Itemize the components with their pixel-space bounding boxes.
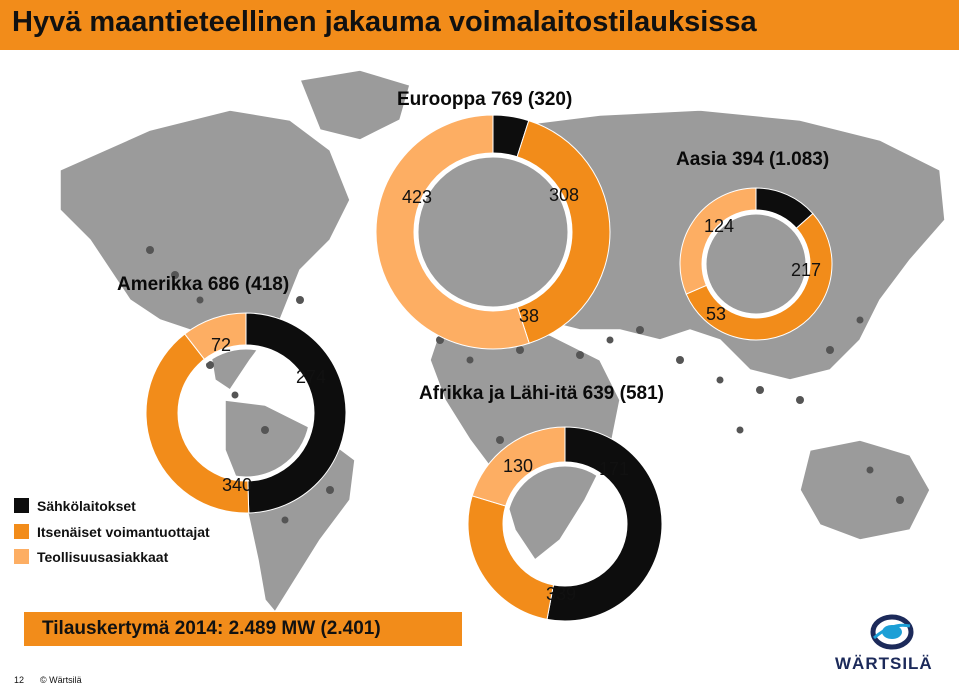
americas-slice-sahkolaitokset [245,312,347,514]
asia-slice-teollisuus [679,187,757,295]
donut-africa-middle-east [467,426,663,622]
legend-swatch-itsenaiset [14,524,29,539]
donut-europe [375,114,611,350]
logo-mark-icon [870,614,914,650]
legend-swatch-teollisuus [14,549,29,564]
legend-label-itsenaiset: Itsenäiset voimantuottajat [37,524,210,540]
americas-label-sahkolaitokset: 340 [222,475,253,495]
americas-label-teollisuus: 72 [211,335,232,355]
donut-inner-ring [413,152,573,312]
asia-label-itsenaiset: 217 [791,260,822,280]
donut-asia [679,187,833,341]
europe-label-teollisuus: 423 [402,187,433,207]
legend-swatch-sahkolaitokset [14,498,29,513]
legend-label-sahkolaitokset: Sähkölaitokset [37,498,136,514]
americas-title: Amerikka 686 (418) [117,274,290,295]
donut-inner-ring [502,461,628,587]
africa-label-teollisuus: 130 [503,456,534,476]
donut-inner-ring [177,344,315,482]
page-title: Hyvä maantieteellinen jakauma voimalaito… [12,6,757,38]
asia-title: Aasia 394 (1.083) [676,149,830,170]
africa-label-sahkolaitokset: 339 [546,584,577,604]
page-number: 12 [14,675,25,685]
legend-label-teollisuus: Teollisuusasiakkaat [37,549,169,565]
title-bar: Hyvä maantieteellinen jakauma voimalaito… [0,0,959,50]
greenland-shape [298,69,411,141]
australia-shape [799,439,931,541]
total-label: Tilauskertymä 2014: 2.489 MW (2.401) [42,618,381,639]
africa-label-itsenaiset: 171 [599,459,630,479]
copyright: © Wärtsilä [40,675,82,685]
asia-label-teollisuus: 124 [704,216,735,236]
americas-label-itsenaiset: 274 [296,367,327,387]
europe-label-itsenaiset: 308 [549,185,580,205]
europe-title: Eurooppa 769 (320) [397,89,573,110]
wartsila-logo: WÄRTSILÄ [825,604,956,680]
africa-middle-east-title: Afrikka ja Lähi-itä 639 (581) [419,383,664,404]
total-banner: Tilauskertymä 2014: 2.489 MW (2.401) [24,612,462,646]
africa-slice-itsenaiset [467,495,555,620]
asia-label-sahkolaitokset: 53 [706,304,727,324]
europe-label-sahkolaitokset: 38 [519,306,540,326]
logo-text: WÄRTSILÄ [835,654,933,673]
donut-americas [145,312,347,514]
donut-inner-ring [701,209,811,319]
